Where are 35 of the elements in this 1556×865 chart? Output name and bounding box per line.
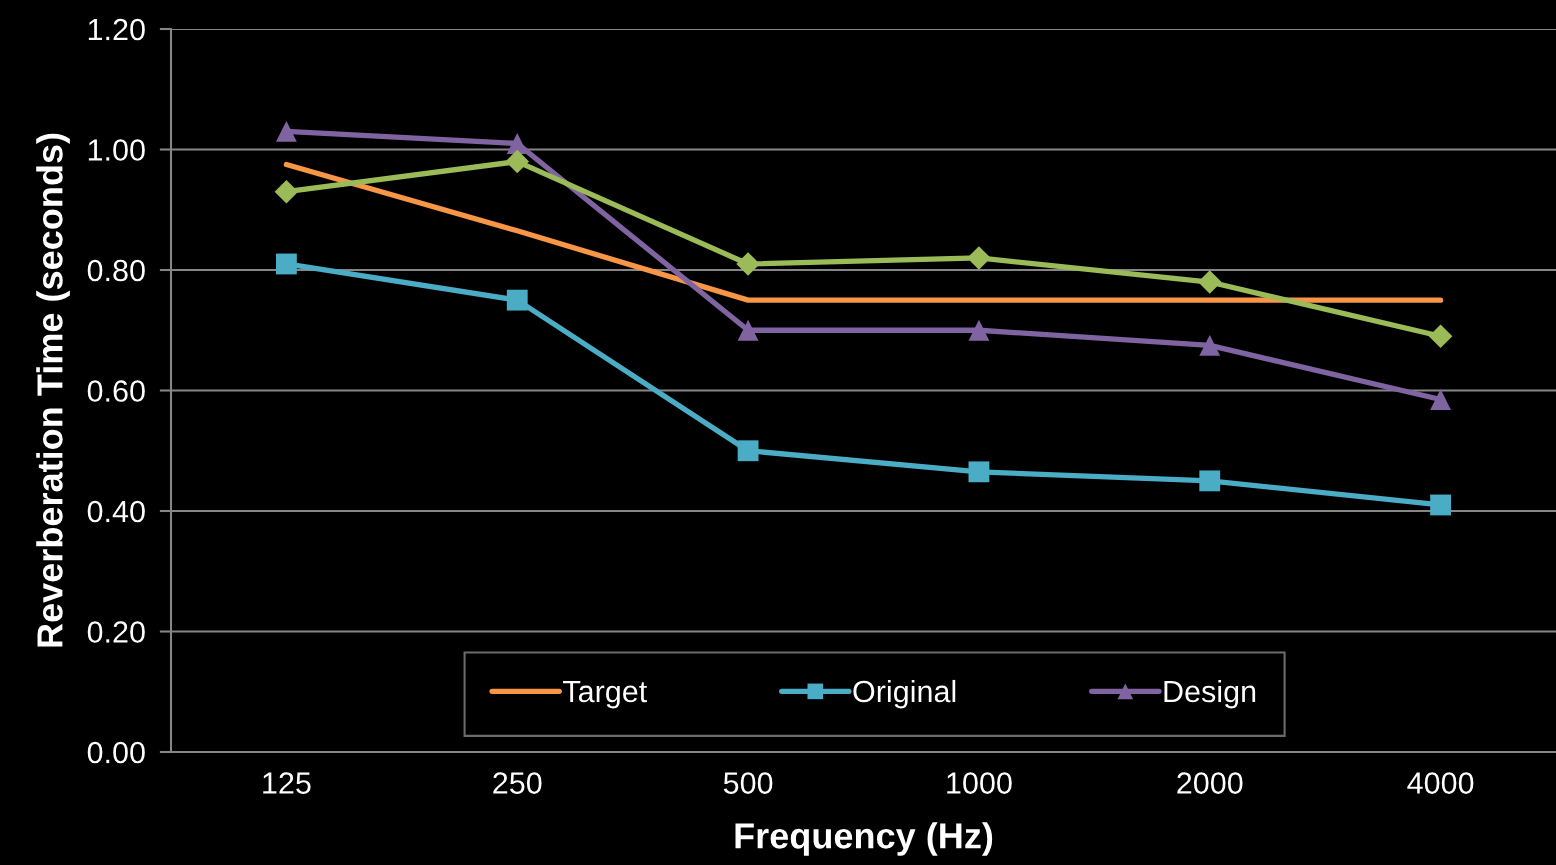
x-tick-label: 4000 [1407, 772, 1474, 794]
point [1197, 270, 1222, 294]
point [1428, 324, 1453, 349]
point [276, 121, 297, 142]
y-tick-label: 1.00 [88, 139, 145, 161]
x-tick-label: 500 [723, 772, 773, 794]
point [968, 461, 990, 483]
y-tick-label: 0.40 [87, 500, 145, 523]
x-tick-label: 2000 [1177, 772, 1243, 794]
point [1199, 334, 1221, 356]
y-tick-label: 0.20 [87, 621, 145, 643]
legend-label: Original [853, 679, 956, 709]
x-tick-label: 125 [263, 772, 311, 794]
point [1430, 389, 1451, 410]
point [1199, 470, 1221, 492]
point [1430, 494, 1451, 516]
point [737, 440, 759, 462]
point [968, 319, 990, 341]
point [274, 179, 299, 204]
y-tick-label: 0.80 [87, 259, 145, 282]
point [505, 149, 530, 174]
y-tick-label: 0.60 [87, 380, 145, 402]
y-axis-title: Reverberation Time (seconds) [36, 133, 70, 647]
y-tick-label: 0.00 [87, 741, 145, 764]
legend-label: Design [1164, 679, 1256, 709]
point [737, 319, 759, 341]
point [506, 289, 528, 311]
point [736, 252, 760, 276]
legend-label: Target [563, 681, 648, 709]
y-tick-label: 1.20 [88, 18, 145, 41]
point [967, 246, 991, 270]
x-axis-title: Frequency (Hz) [735, 822, 993, 856]
point [276, 253, 297, 275]
x-tick-label: 250 [493, 772, 542, 794]
x-tick-label: 1000 [947, 772, 1012, 794]
